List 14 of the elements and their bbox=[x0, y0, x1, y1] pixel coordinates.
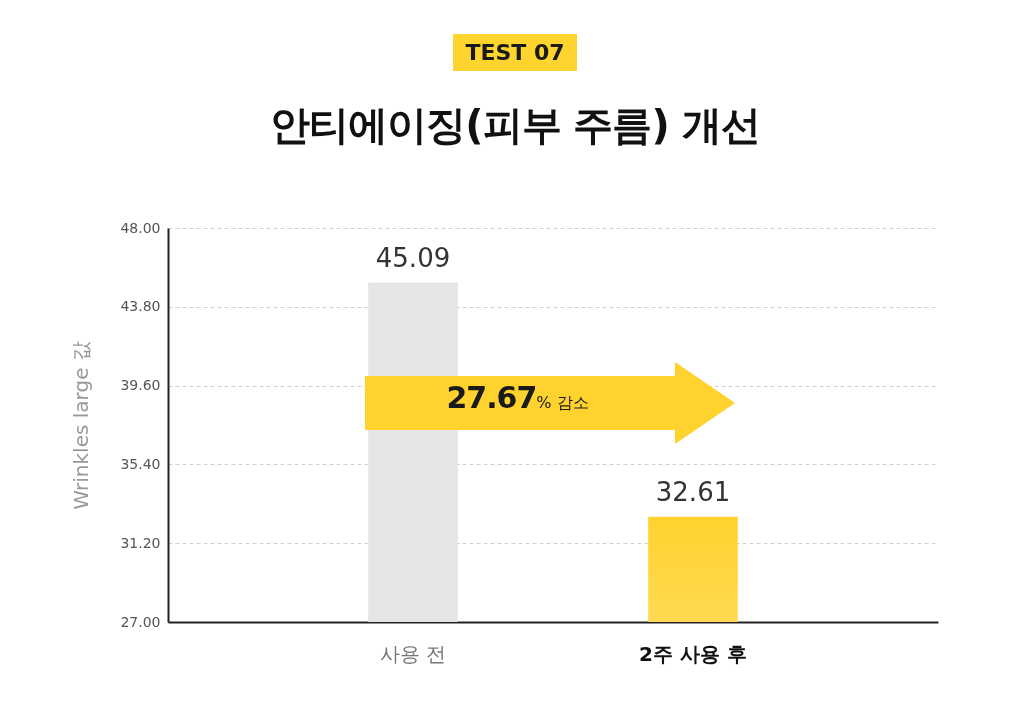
y-tick-label: 31.20 bbox=[120, 534, 161, 551]
x-tick-label: 사용 전 bbox=[379, 641, 447, 666]
y-tick-label: 27.00 bbox=[120, 613, 161, 630]
y-tick-label: 35.40 bbox=[120, 455, 161, 472]
chart-title: 안티에이징(피부 주름) 개선 bbox=[269, 101, 761, 150]
y-tick-label: 39.60 bbox=[120, 377, 161, 394]
y-axis-title: Wrinkles large 값 bbox=[69, 341, 94, 510]
chart-subtitle: TEST 07 bbox=[453, 34, 577, 71]
y-tick-label: 48.00 bbox=[120, 219, 161, 236]
data-label: 32.61 bbox=[655, 476, 731, 507]
x-tick-label: 2주 사용 후 bbox=[639, 641, 747, 666]
annotation: 27.67% 감소 bbox=[446, 380, 589, 415]
data-label: 45.09 bbox=[375, 242, 451, 273]
y-tick-label: 43.80 bbox=[120, 298, 161, 315]
